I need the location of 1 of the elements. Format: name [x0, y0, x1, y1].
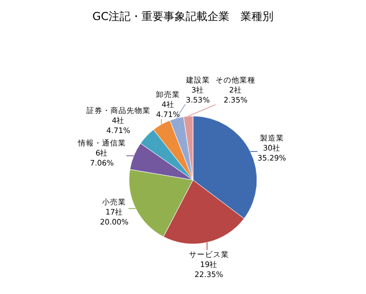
chart-title: GC注記・重要事象記載企業 業種別	[92, 10, 274, 23]
